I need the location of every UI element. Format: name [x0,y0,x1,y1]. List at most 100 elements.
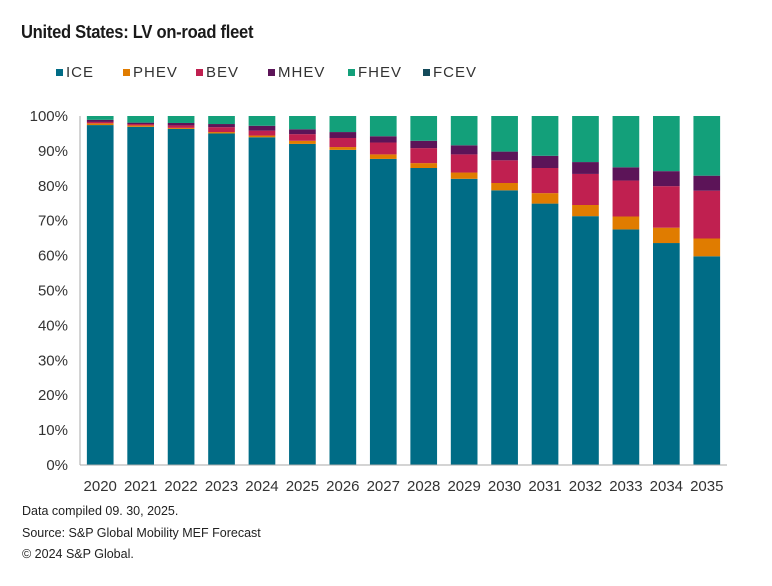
bar-segment-mhev-2029 [450,145,478,155]
chart-title: United States: LV on-road fleet [21,22,254,42]
bar-segment-bev-2027 [369,142,397,155]
x-tick-label: 2029 [447,478,480,495]
bar-segment-ice-2034 [652,243,680,465]
x-tick-label: 2032 [569,478,602,495]
bar-segment-fhev-2033 [612,116,640,168]
bars-group [86,116,721,466]
bar-segment-bev-2020 [86,121,114,124]
bar-segment-fhev-2032 [572,116,599,163]
bar-segment-bev-2032 [572,173,599,205]
legend: ICE PHEV BEV MHEV FHEV FCEV [0,64,772,84]
x-axis-ticks: 2020 2021 2022 2023 2024 2025 2026 2027 2028 2029… [84,478,724,495]
bar-segment-phev-2033 [612,216,640,230]
legend-item-mhev: MHEV [268,64,325,81]
x-tick-label: 2026 [326,478,359,495]
bar-segment-fhev-2025 [289,116,316,130]
legend-item-fcev: FCEV [423,64,477,81]
bar-segment-fhev-2035 [693,116,721,176]
bar-segment-mhev-2033 [612,167,640,181]
legend-item-phev: PHEV [123,64,178,81]
legend-label-bev: BEV [206,64,240,81]
bar-segment-ice-2028 [410,168,438,465]
bar-segment-phev-2025 [289,140,316,144]
legend-swatch-bev [196,69,203,76]
y-tick-label: 100% [30,108,68,125]
bar-segment-mhev-2027 [369,136,397,143]
legend-item-fhev: FHEV [348,64,402,81]
bar-segment-ice-2031 [531,203,559,465]
y-tick-label: 10% [38,422,68,439]
legend-label-ice: ICE [66,64,95,81]
bar-segment-bev-2029 [450,154,478,173]
bar-segment-phev-2030 [491,183,518,191]
bar-segment-phev-2027 [369,154,397,159]
bar-segment-phev-2021 [127,125,155,127]
legend-label-phev: PHEV [133,64,178,81]
bar-segment-bev-2021 [127,124,155,126]
bar-segment-bev-2022 [167,125,195,128]
bar-segment-bev-2030 [491,160,518,184]
y-tick-label: 70% [38,213,68,230]
bar-segment-ice-2035 [693,256,721,465]
bar-segment-mhev-2032 [572,162,599,174]
bar-segment-phev-2032 [572,204,599,217]
legend-swatch-phev [123,69,130,76]
bar-segment-ice-2022 [167,128,195,465]
bar-segment-fhev-2024 [248,116,276,126]
bar-segment-ice-2025 [289,143,316,466]
x-tick-label: 2020 [84,478,117,495]
bar-segment-phev-2031 [531,193,559,204]
bar-segment-mhev-2035 [693,175,721,191]
bar-segment-ice-2027 [369,158,397,465]
bar-segment-phev-2034 [652,227,680,244]
x-tick-label: 2035 [690,478,723,495]
bar-segment-bev-2031 [531,168,559,194]
bar-segment-ice-2032 [572,216,599,465]
y-tick-label: 30% [38,352,68,369]
x-tick-label: 2024 [245,478,278,495]
bar-segment-bev-2035 [693,190,721,239]
footer-compiled: Data compiled 09. 30, 2025. [22,504,179,518]
y-tick-label: 0% [46,457,68,474]
bar-segment-ice-2026 [329,149,357,465]
legend-swatch-mhev [268,69,275,76]
x-tick-label: 2027 [367,478,400,495]
bar-segment-mhev-2022 [167,122,195,126]
bar-segment-ice-2021 [127,126,155,465]
bar-segment-ice-2030 [491,190,518,465]
bar-segment-bev-2025 [289,134,316,141]
bar-segment-bev-2034 [652,186,680,228]
bar-segment-mhev-2020 [86,119,114,122]
bar-segment-fhev-2026 [329,116,357,133]
bar-segment-ice-2023 [208,133,235,465]
bar-segment-ice-2033 [612,229,640,465]
bar-segment-mhev-2030 [491,151,518,161]
bar-segment-fhev-2027 [369,116,397,137]
bar-segment-bev-2026 [329,137,357,148]
x-tick-label: 2025 [286,478,319,495]
bar-segment-bev-2028 [410,148,438,164]
bar-segment-phev-2026 [329,147,357,150]
bar-segment-ice-2024 [248,137,276,465]
bar-segment-mhev-2026 [329,132,357,138]
bar-segment-mhev-2034 [652,171,680,187]
bar-segment-mhev-2023 [208,124,235,128]
bar-segment-phev-2024 [248,135,276,138]
bar-segment-phev-2035 [693,238,721,257]
bar-segment-mhev-2024 [248,125,276,131]
bar-segment-fhev-2034 [652,116,680,172]
x-tick-label: 2034 [650,478,683,495]
legend-label-fhev: FHEV [358,64,403,81]
bar-segment-phev-2020 [86,123,114,126]
bar-segment-fhev-2023 [208,116,235,125]
bar-segment-mhev-2021 [127,122,155,125]
legend-swatch-fhev [348,69,355,76]
legend-label-mhev: MHEV [278,64,326,81]
x-tick-label: 2030 [488,478,521,495]
x-tick-label: 2028 [407,478,440,495]
x-tick-label: 2023 [205,478,238,495]
bar-segment-ice-2020 [86,125,114,465]
legend-label-fcev: FCEV [433,64,478,81]
bar-segment-fhev-2028 [410,116,438,141]
